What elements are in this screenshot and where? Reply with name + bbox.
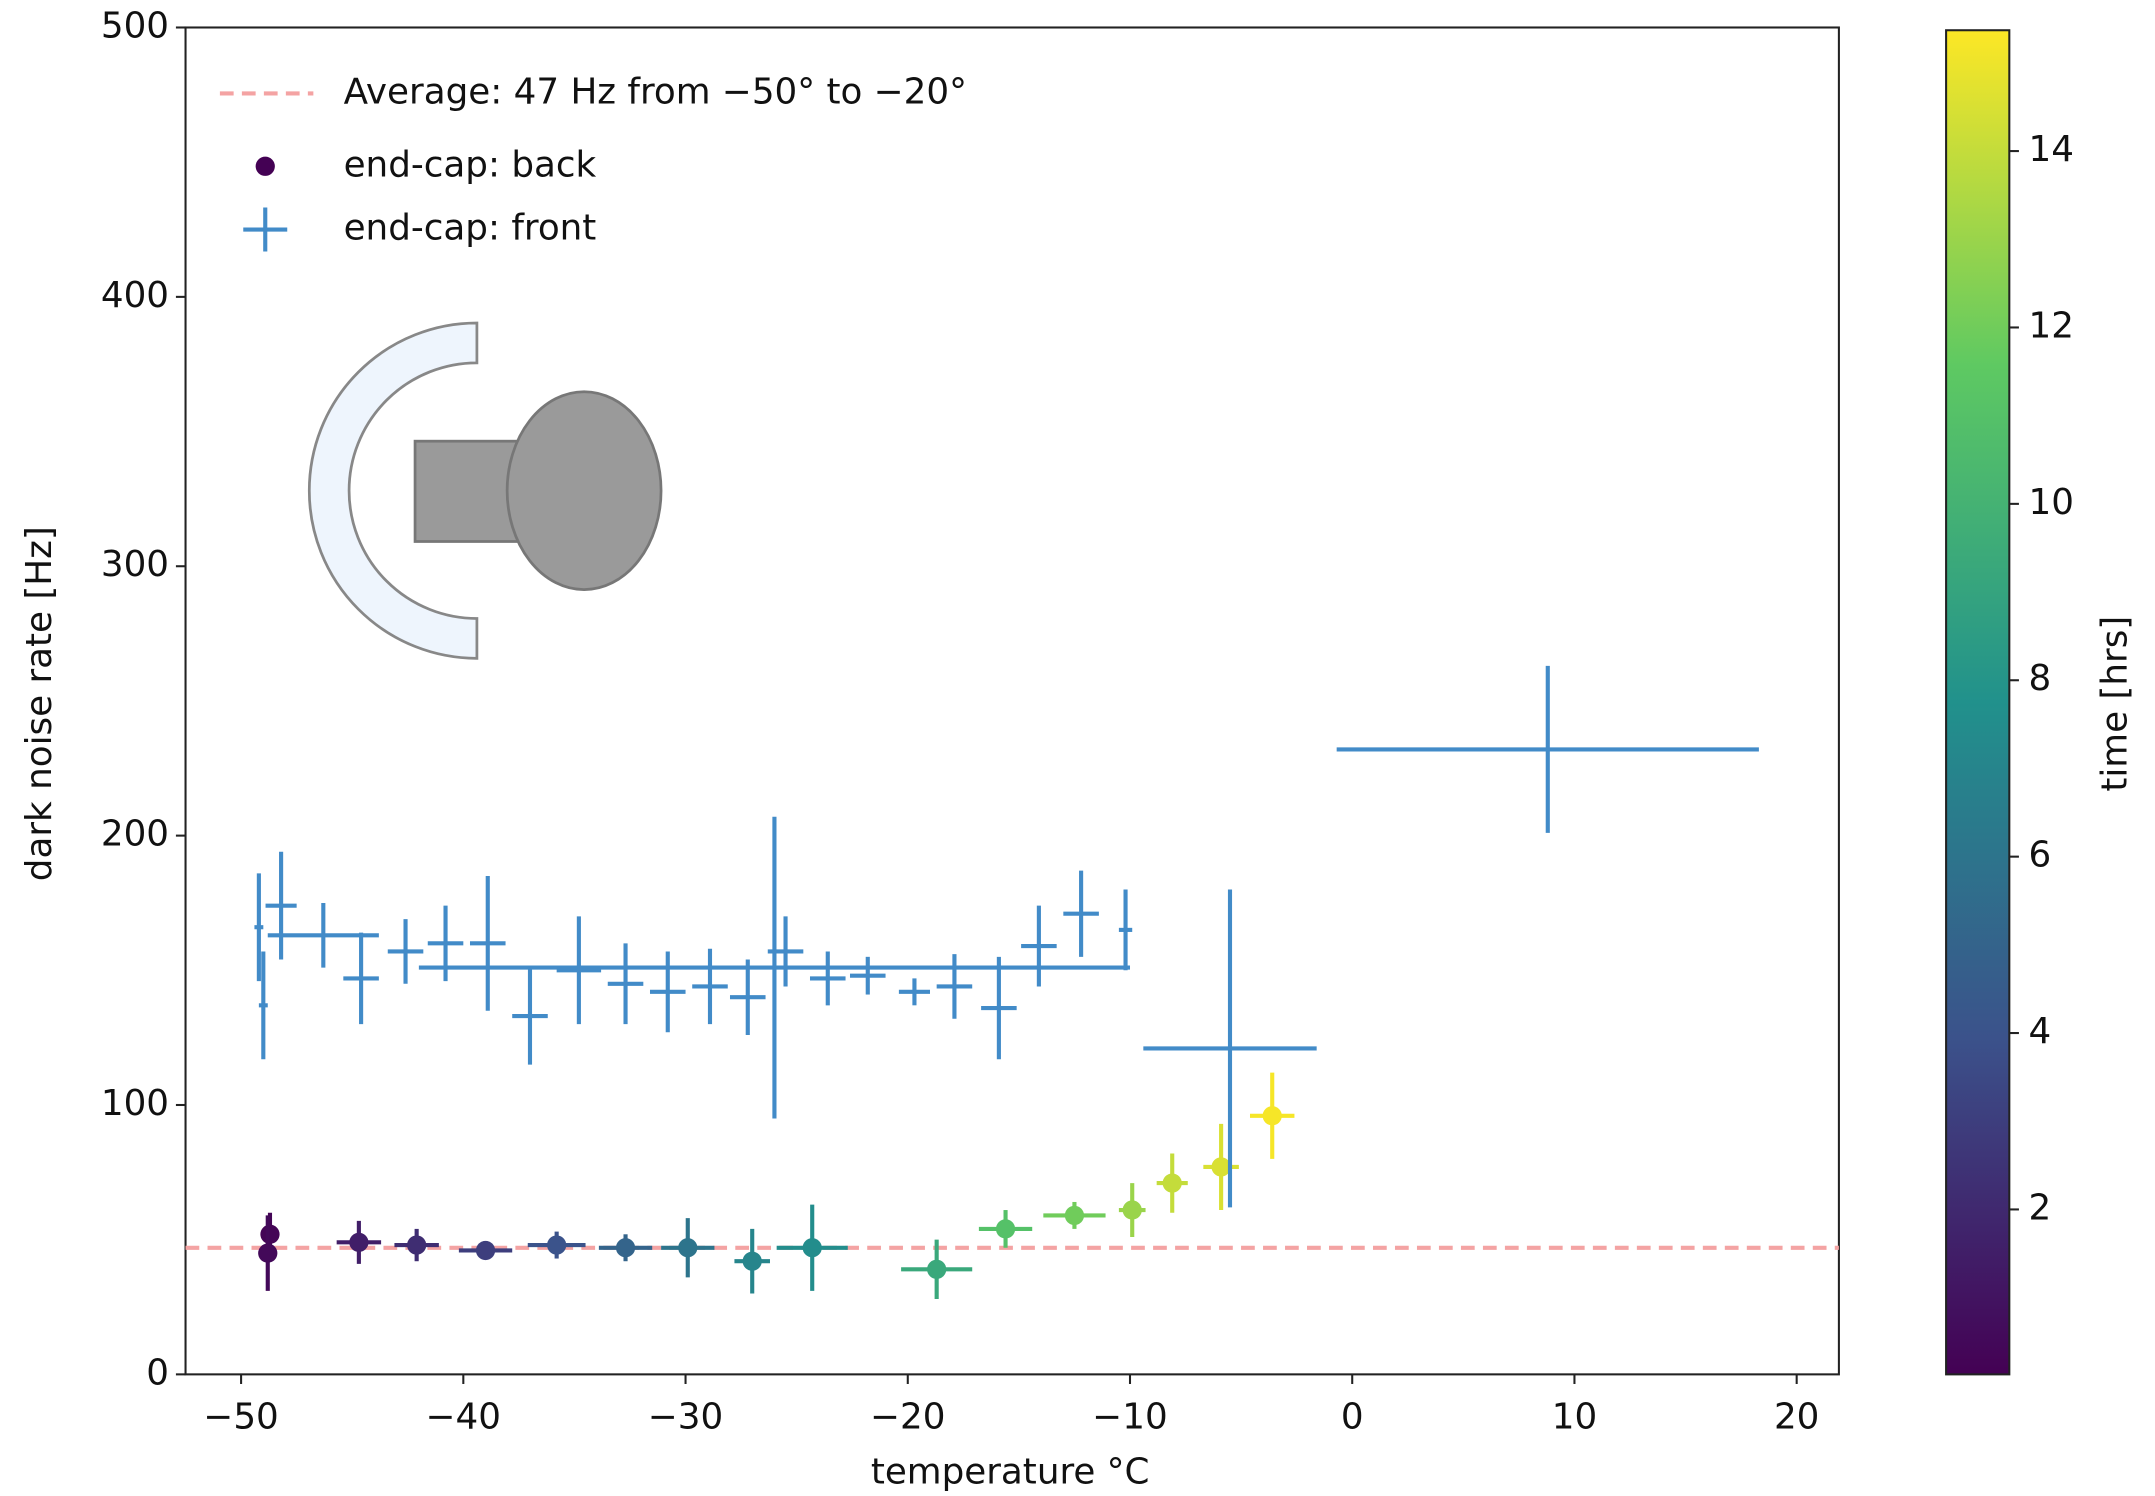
colorbar-tick-label: 2 — [2029, 1187, 2052, 1228]
x-tick-label: −40 — [426, 1396, 501, 1437]
y-tick-label: 200 — [101, 814, 169, 855]
point — [692, 948, 728, 1025]
point — [1118, 1183, 1146, 1237]
point — [1156, 1153, 1188, 1213]
point — [1203, 1123, 1239, 1211]
colorbar-tick-label: 8 — [2029, 658, 2052, 699]
marker — [475, 1240, 496, 1261]
marker — [1211, 1157, 1231, 1177]
x-tick-label: 10 — [1552, 1396, 1597, 1437]
point — [336, 1220, 382, 1264]
point — [649, 951, 686, 1033]
point — [258, 1215, 278, 1291]
marker — [260, 1224, 280, 1244]
legend-label: end-cap: front — [344, 208, 597, 249]
point — [776, 1204, 848, 1291]
point — [1118, 889, 1133, 971]
x-tick-label: −50 — [203, 1396, 278, 1437]
point — [898, 978, 930, 1006]
point — [809, 951, 846, 1006]
colorbar-tick-label: 14 — [2029, 129, 2074, 170]
point — [527, 1231, 586, 1259]
colorbar-label: time [hrs] — [2095, 616, 2136, 792]
x-tick-label: −10 — [1092, 1396, 1167, 1437]
point — [260, 1212, 280, 1256]
marker — [995, 1219, 1016, 1239]
x-tick-label: 20 — [1774, 1396, 1819, 1437]
colorbar-tick-label: 6 — [2029, 835, 2052, 876]
y-tick-label: 100 — [101, 1083, 169, 1124]
plot-frame — [184, 26, 1840, 1376]
legend-label: Average: 47 Hz from −50° to −20° — [344, 71, 967, 112]
marker — [1262, 1106, 1282, 1126]
point — [767, 916, 804, 987]
point — [607, 943, 644, 1025]
point — [1336, 665, 1759, 833]
marker — [615, 1238, 636, 1258]
point — [394, 1228, 439, 1262]
point — [661, 1218, 715, 1278]
point — [469, 876, 506, 1011]
y-tick-label: 400 — [101, 275, 169, 316]
marker — [547, 1235, 567, 1255]
point — [427, 905, 464, 982]
point — [458, 1240, 513, 1261]
point — [254, 873, 264, 982]
point — [418, 816, 1130, 1119]
point — [556, 916, 602, 1025]
point — [936, 954, 973, 1019]
marker — [1122, 1200, 1142, 1220]
point — [729, 959, 766, 1035]
point — [512, 967, 548, 1065]
marker — [678, 1238, 698, 1258]
x-tick-label: −30 — [648, 1396, 723, 1437]
legend-label: end-cap: back — [344, 144, 597, 185]
point — [849, 956, 886, 995]
colorbar-tick-label: 4 — [2029, 1011, 2052, 1052]
point — [1063, 870, 1099, 957]
marker — [1064, 1205, 1085, 1226]
marker — [258, 1243, 278, 1263]
point — [981, 956, 1017, 1060]
point — [978, 1210, 1033, 1248]
detector-icon — [307, 321, 663, 660]
point — [901, 1239, 973, 1299]
y-tick-label: 0 — [146, 1352, 169, 1393]
legend-marker — [255, 156, 275, 176]
point — [343, 932, 379, 1025]
y-axis-label: dark noise rate [Hz] — [19, 526, 60, 881]
marker — [349, 1232, 369, 1252]
point — [734, 1228, 770, 1294]
colorbar — [1945, 29, 2011, 1376]
marker — [1162, 1173, 1182, 1193]
x-tick-label: −20 — [870, 1396, 945, 1437]
point — [1249, 1072, 1295, 1159]
x-tick-label: 0 — [1341, 1396, 1364, 1437]
marker — [407, 1235, 427, 1255]
x-axis-label: temperature °C — [871, 1451, 1150, 1492]
marker — [802, 1238, 822, 1258]
colorbar-tick-label: 12 — [2029, 305, 2074, 346]
marker — [927, 1259, 947, 1279]
colorbar-tick-label: 10 — [2029, 482, 2074, 523]
point — [598, 1234, 653, 1262]
marker — [742, 1251, 762, 1271]
y-tick-label: 500 — [101, 5, 169, 46]
point — [1021, 905, 1057, 987]
point — [265, 851, 297, 960]
point — [387, 919, 424, 984]
point — [1043, 1201, 1106, 1229]
point — [1143, 889, 1317, 1208]
point — [258, 951, 268, 1060]
y-tick-label: 300 — [101, 544, 169, 585]
